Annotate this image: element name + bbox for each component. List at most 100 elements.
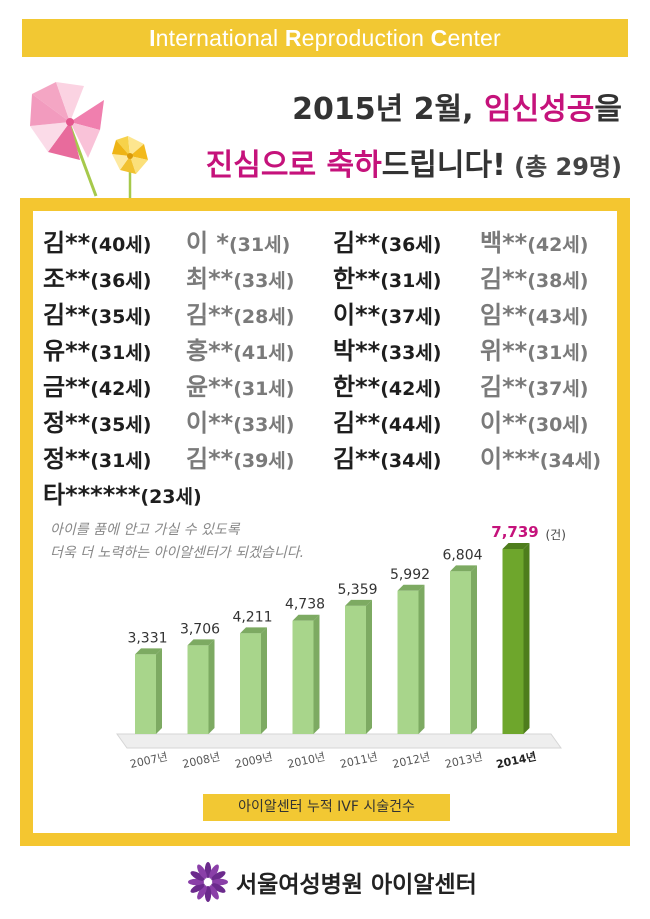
patient-name: 임** (480, 301, 528, 329)
patient-entry: 조**(36세) (43, 264, 151, 296)
bar (502, 549, 524, 734)
patient-age: (35세) (90, 414, 152, 436)
patient-age: (39세) (233, 450, 295, 472)
bar-top (187, 639, 215, 646)
patient-age: (31세) (229, 234, 291, 256)
patient-age: (23세) (140, 486, 202, 508)
patient-name: 김** (333, 445, 381, 473)
headline-success: 임신성공 (483, 92, 595, 127)
patient-entry: 정**(31세) (43, 444, 151, 476)
x-tick-label: 2014년 (495, 749, 538, 771)
bar-side (418, 584, 425, 734)
patient-age: (31세) (90, 450, 152, 472)
headline-particle: 을 (594, 92, 622, 127)
unit-label: (건) (546, 528, 566, 542)
headline-congrats: 진심으로 축하 (205, 148, 382, 183)
patient-name: 백** (480, 229, 528, 257)
banner-cap-1: I (149, 25, 156, 51)
patient-age: (42세) (380, 378, 442, 400)
logo-petal (209, 864, 219, 879)
center-banner: International Reproduction Center (22, 19, 628, 57)
patient-age: (36세) (380, 234, 442, 256)
x-tick-label: 2013년 (444, 750, 484, 771)
patient-age: (30세) (527, 414, 589, 436)
logo-petal (197, 885, 207, 900)
patient-entry: 정**(35세) (43, 408, 151, 440)
name-row: 정**(35세) 이**(33세) 김**(44세) 이**(30세) (43, 408, 623, 444)
patient-name: 이*** (480, 445, 540, 473)
patient-name: 김** (186, 445, 234, 473)
bar-side (366, 599, 372, 734)
patient-age: (34세) (539, 450, 602, 472)
name-row: 정**(31세) 김**(39세) 김**(34세) 이***(34세) (43, 444, 623, 480)
x-tick-label: 2012년 (391, 750, 431, 771)
patient-entry: 김**(39세) (186, 444, 294, 476)
patient-name: 위** (480, 337, 528, 365)
patient-name: 조** (43, 265, 91, 293)
patient-age: (37세) (527, 378, 589, 400)
patient-name: 김** (480, 265, 528, 293)
patient-name: 이 * (186, 229, 229, 257)
patient-name: 김** (333, 229, 381, 257)
patient-name: 김** (43, 301, 91, 329)
headline-total: (총 29명) (505, 153, 622, 181)
patient-name: 타****** (43, 481, 141, 509)
logo-petal (190, 883, 205, 893)
chart-floor (116, 733, 562, 749)
patient-name: 홍** (186, 337, 234, 365)
patient-age: (37세) (380, 306, 442, 328)
patient-entry: 백**(42세) (480, 228, 588, 260)
patient-name: 이** (333, 301, 381, 329)
motto-line-1: 아이를 품에 안고 가실 수 있도록 (50, 522, 240, 538)
patient-age: (42세) (90, 378, 152, 400)
patient-entry: 홍**(41세) (186, 336, 294, 368)
chart-caption: 아이알센터 누적 IVF 시술건수 (203, 794, 450, 821)
patient-name: 이** (186, 409, 234, 437)
name-row: 조**(36세) 최**(33세) 한**(31세) 김**(38세) (43, 264, 623, 300)
patient-age: (42세) (527, 234, 589, 256)
patient-name: 김** (43, 229, 91, 257)
patient-age: (31세) (233, 378, 295, 400)
name-row: 타******(23세) (43, 480, 623, 516)
patient-name: 김** (333, 409, 381, 437)
bar-side (471, 565, 477, 734)
patient-age: (28세) (233, 306, 295, 328)
hospital-name: 서울여성병원 아이알센터 (236, 872, 477, 898)
headline-text: 드립니다! (381, 148, 506, 183)
patient-entry: 타******(23세) (43, 480, 202, 512)
name-row: 김**(40세) 이 *(31세) 김**(36세) 백**(42세) (43, 228, 623, 264)
patient-name: 박** (333, 337, 381, 365)
motto-line-2: 더욱 더 노력하는 아이알센터가 되겠습니다. (50, 545, 305, 561)
bar (292, 620, 314, 734)
bar-top (292, 614, 320, 621)
bar (135, 654, 156, 734)
patient-entry: 김**(35세) (43, 300, 151, 332)
headline-line-1: 2015년 2월, 임신성공을 (292, 84, 622, 128)
patient-name: 유** (43, 337, 91, 365)
pinwheel-illustration (30, 82, 148, 199)
data-label: 5,359 (337, 582, 377, 598)
banner-rest-1: nternational (155, 25, 285, 51)
bar-top (345, 599, 372, 606)
patient-name: 윤** (186, 373, 234, 401)
patient-age: (31세) (90, 342, 152, 364)
patient-entry: 이**(33세) (186, 408, 294, 440)
ivf-cumulative-chart: 3,331 2007년 3,706 2008년 4,211 2009년 4,738 2010년… (116, 523, 566, 771)
patient-entry: 임**(43세) (480, 300, 588, 332)
bar-top (502, 543, 530, 549)
patient-entry: 김**(34세) (333, 444, 441, 476)
patient-name: 김** (186, 301, 234, 329)
x-tick-label: 2011년 (339, 750, 379, 771)
patient-entry: 이**(30세) (480, 408, 588, 440)
banner-rest-2: eproduction (301, 25, 431, 51)
logo-petal (209, 885, 219, 900)
bar (345, 605, 366, 734)
name-row: 금**(42세) 윤**(31세) 한**(42세) 김**(37세) (43, 372, 623, 408)
bar (397, 590, 419, 734)
patient-age: (31세) (527, 342, 589, 364)
patient-age: (33세) (233, 414, 295, 436)
patient-age: (33세) (233, 270, 295, 292)
logo-center (204, 878, 212, 886)
patient-age: (40세) (90, 234, 152, 256)
x-tick-label: 2010년 (286, 750, 326, 771)
